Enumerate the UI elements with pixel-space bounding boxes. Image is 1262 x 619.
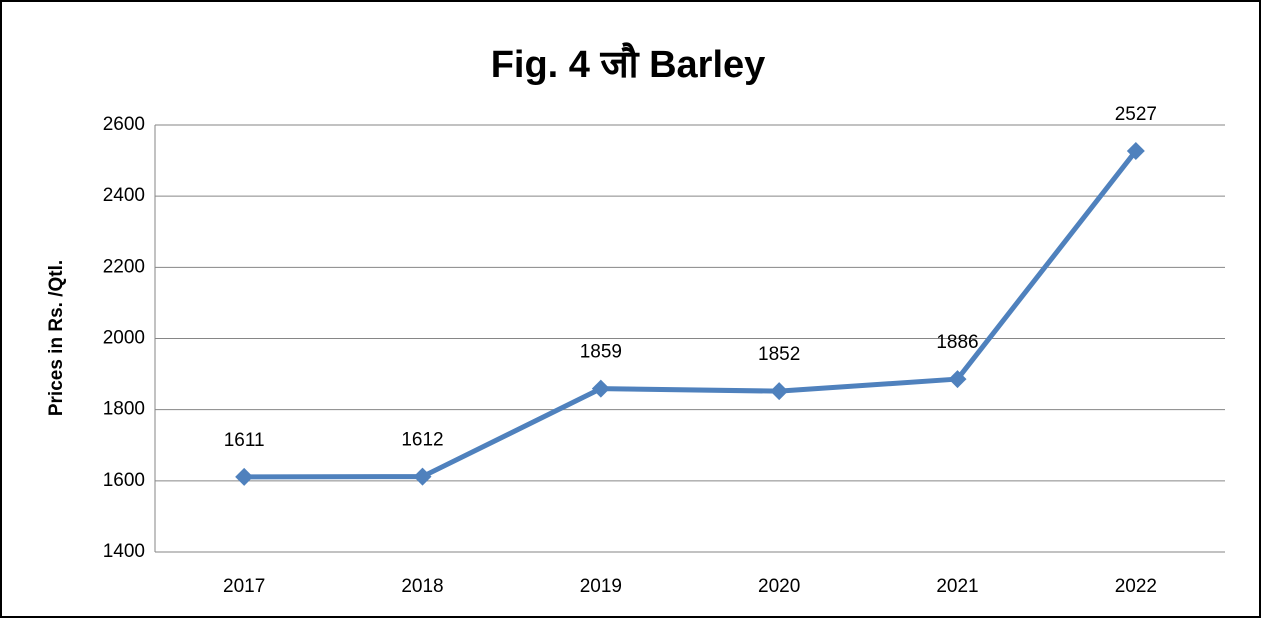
data-label: 1852	[758, 344, 800, 365]
y-tick-label: 1400	[103, 541, 145, 562]
line	[244, 149, 1138, 480]
marker	[591, 379, 610, 398]
marker	[1126, 141, 1145, 160]
y-tick-label: 1800	[103, 399, 145, 420]
x-tick-label: 2021	[936, 576, 978, 597]
marker	[948, 370, 967, 389]
data-label: 1886	[936, 332, 978, 353]
chart-title: Fig. 4 जौ Barley	[491, 42, 766, 86]
x-tick-label: 2018	[401, 576, 443, 597]
data-label: 1612	[401, 430, 443, 451]
x-tick-label: 2022	[1115, 576, 1157, 597]
y-tick-label: 2000	[103, 328, 145, 349]
x-tick-label: 2020	[758, 576, 800, 597]
data-label: 1611	[224, 430, 265, 451]
marker	[413, 467, 432, 486]
y-axis-label: Prices in Rs. /Qtl.	[46, 260, 67, 416]
y-tick-label: 2400	[103, 185, 145, 206]
marker	[235, 467, 254, 486]
y-tick-label: 2200	[103, 256, 145, 277]
x-tick-label: 2019	[580, 576, 622, 597]
x-tick-label: 2017	[223, 576, 265, 597]
data-label: 1859	[580, 342, 622, 363]
marker	[770, 382, 789, 401]
data-label: 2527	[1115, 104, 1157, 125]
y-tick-label: 1600	[103, 470, 145, 491]
y-tick-label: 2600	[103, 114, 145, 135]
